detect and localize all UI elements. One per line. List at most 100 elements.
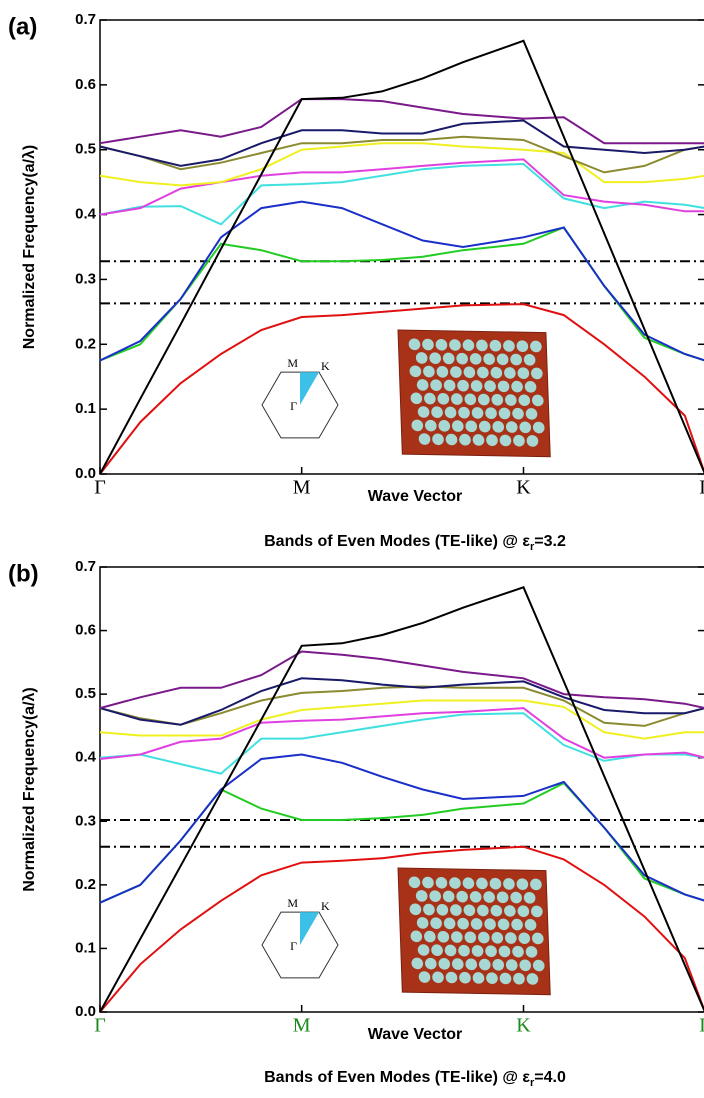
air-hole <box>429 352 441 364</box>
air-hole <box>435 338 448 351</box>
band-line <box>99 39 704 475</box>
air-hole <box>523 354 536 366</box>
air-hole <box>410 392 423 405</box>
air-hole <box>478 393 490 406</box>
air-hole <box>471 945 484 957</box>
y-tick-label: 0.7 <box>75 11 96 28</box>
band-line <box>99 707 704 760</box>
air-hole <box>471 407 484 419</box>
x-tick-label: Γ <box>699 1015 704 1037</box>
air-hole <box>525 946 538 958</box>
plot-frame <box>99 19 704 475</box>
air-hole <box>443 917 456 930</box>
x-tick-label: K <box>516 1015 531 1037</box>
air-hole <box>423 903 435 916</box>
air-hole <box>424 957 437 970</box>
air-hole <box>411 419 424 432</box>
air-hole <box>523 892 536 904</box>
y-tick-label: 0.0 <box>75 465 96 482</box>
air-hole <box>491 931 504 944</box>
band-line <box>99 303 704 475</box>
y-axis-label: Normalized Frequency(a/λ) <box>21 145 38 350</box>
air-hole <box>411 957 424 970</box>
brillouin-zone <box>261 911 339 979</box>
air-hole <box>496 891 509 904</box>
band-line <box>99 712 704 775</box>
air-hole <box>438 958 451 970</box>
plot-frame <box>99 566 704 1013</box>
air-hole <box>435 876 448 889</box>
air-hole <box>504 367 516 379</box>
crystal-slab <box>397 867 551 996</box>
air-hole <box>513 434 525 447</box>
air-hole <box>526 973 539 985</box>
air-hole <box>463 904 476 917</box>
y-tick-label: 0.5 <box>75 685 96 702</box>
air-hole <box>431 944 443 957</box>
air-hole <box>532 959 545 972</box>
air-hole <box>424 419 437 432</box>
chart-title: Bands of Even Modes (TE-like) @ εr=4.0 <box>264 1069 566 1089</box>
y-tick-label: 0.6 <box>75 622 96 639</box>
inset-label: M <box>287 896 298 910</box>
air-hole <box>451 931 463 943</box>
air-hole <box>511 380 523 393</box>
irreducible-zone <box>300 372 319 405</box>
air-hole <box>524 381 537 393</box>
x-tick-label: Γ <box>699 477 704 499</box>
air-hole <box>483 891 495 903</box>
air-hole <box>450 904 462 916</box>
air-hole <box>437 393 450 405</box>
air-hole <box>457 917 469 930</box>
band-line <box>99 226 704 362</box>
air-hole <box>518 394 531 407</box>
band-line <box>99 677 704 726</box>
x-tick-label: M <box>293 477 311 499</box>
crystal-slab <box>397 329 551 458</box>
air-hole <box>492 421 505 433</box>
x-axis-label: Wave Vector <box>368 1026 463 1043</box>
air-hole <box>489 877 502 890</box>
air-hole <box>458 406 470 419</box>
air-hole <box>518 932 531 945</box>
x-tick-label: K <box>516 477 531 499</box>
air-hole <box>489 339 502 352</box>
air-hole <box>432 433 444 446</box>
brillouin-zone <box>261 371 339 439</box>
band-line <box>99 685 704 727</box>
air-hole <box>530 878 542 891</box>
air-hole <box>423 365 435 378</box>
panel-label: (b) <box>8 560 39 587</box>
air-hole <box>451 393 463 405</box>
air-hole <box>476 877 488 890</box>
air-hole <box>469 353 482 365</box>
air-hole <box>530 340 542 353</box>
y-axis-label: Normalized Frequency(a/λ) <box>21 687 38 892</box>
air-hole <box>486 434 498 447</box>
x-tick-label: Γ <box>94 477 106 499</box>
band-line <box>99 119 704 167</box>
air-hole <box>517 367 530 380</box>
y-tick-label: 0.5 <box>75 141 96 158</box>
air-hole <box>517 905 530 918</box>
air-hole <box>505 932 517 944</box>
chart-title: Bands of Even Modes (TE-like) @ εr=3.2 <box>264 533 566 553</box>
air-hole <box>458 944 470 957</box>
air-hole <box>511 918 523 931</box>
air-hole <box>465 958 478 971</box>
air-hole <box>416 917 429 929</box>
air-hole <box>476 339 488 352</box>
air-hole <box>485 945 497 957</box>
air-hole <box>449 339 461 351</box>
air-hole <box>510 353 522 366</box>
air-hole <box>490 904 503 917</box>
air-hole <box>456 890 468 903</box>
band-line <box>99 753 704 904</box>
y-tick-label: 0.3 <box>75 812 96 829</box>
air-hole <box>442 352 455 365</box>
air-hole <box>525 408 538 420</box>
air-hole <box>532 421 545 434</box>
air-hole <box>431 406 443 419</box>
inset-label: M <box>287 356 298 370</box>
